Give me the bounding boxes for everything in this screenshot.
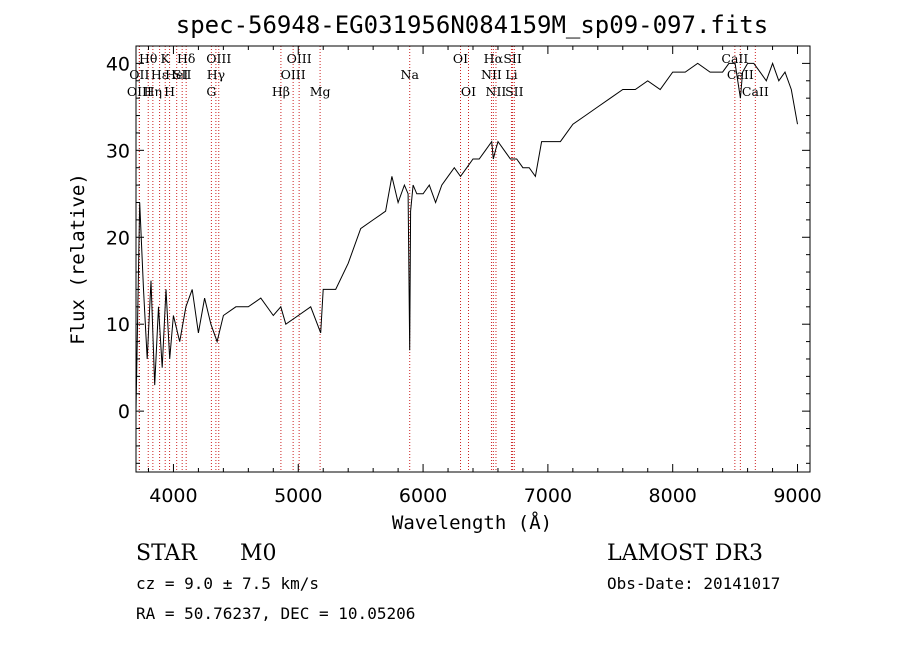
chart-title: spec-56948-EG031956N084159M_sp09-097.fit… — [176, 11, 768, 39]
emission-line-label: SII — [505, 84, 524, 99]
emission-line-label: Na — [401, 67, 420, 82]
emission-line-label: Hβ — [272, 84, 290, 99]
obs-date: Obs-Date: 20141017 — [607, 574, 780, 593]
x-tick-label: 6000 — [399, 485, 447, 507]
ra-dec: RA = 50.76237, DEC = 10.05206 — [136, 604, 415, 623]
emission-line-label: HeI — [165, 67, 188, 82]
emission-line-label: CaII — [721, 51, 748, 66]
emission-line-label: OIII — [127, 84, 152, 99]
y-axis-label: Flux (relative) — [67, 173, 89, 345]
x-tick-label: 5000 — [274, 485, 322, 507]
emission-line-label: OI — [453, 51, 468, 66]
emission-line-label: OIII — [287, 51, 312, 66]
x-tick-label: 8000 — [649, 485, 697, 507]
y-tick-label: 40 — [106, 53, 130, 75]
x-tick-label: 9000 — [773, 485, 821, 507]
emission-line-label: Hα — [484, 51, 504, 66]
y-tick-label: 0 — [118, 401, 130, 423]
x-tick-label: 7000 — [524, 485, 572, 507]
emission-line-label: Hη — [144, 84, 162, 99]
emission-line-label: K — [161, 51, 171, 66]
spectrum-series-line — [135, 61, 798, 412]
emission-line-label: CaII — [727, 67, 754, 82]
emission-line-label: G — [206, 84, 216, 99]
plot-frame — [135, 45, 811, 473]
axis-ticks — [136, 45, 810, 472]
x-axis-label: Wavelength (Å) — [392, 511, 552, 534]
y-tick-labels: 0 10 20 30 40 — [106, 53, 130, 423]
emission-line-label: SII — [173, 67, 192, 82]
emission-line-label: Mg — [310, 84, 331, 99]
emission-line-label: Hδ — [177, 51, 195, 66]
object-subclass: M0 — [240, 541, 277, 566]
x-tick-labels: 4000 5000 6000 7000 8000 9000 — [149, 485, 821, 507]
emission-line-label: CaII — [742, 84, 769, 99]
y-tick-label: 10 — [106, 314, 130, 336]
emission-line-label: Hε — [151, 67, 168, 82]
survey-name: LAMOST DR3 — [607, 541, 763, 566]
emission-line-label: OI — [461, 84, 476, 99]
emission-line-label: Hγ — [207, 67, 225, 82]
emission-line-label: SII — [503, 51, 522, 66]
emission-line-label: NII — [481, 67, 502, 82]
y-tick-label: 20 — [106, 227, 130, 249]
emission-line-label: H — [164, 84, 175, 99]
emission-line-label: OIII — [206, 51, 231, 66]
object-class: STAR — [136, 541, 198, 566]
emission-line-label: OII — [129, 67, 149, 82]
emission-line-label: Li — [505, 67, 517, 82]
x-tick-label: 4000 — [149, 485, 197, 507]
emission-line-label: Hθ — [139, 51, 157, 66]
emission-line-markers — [138, 46, 756, 472]
emission-line-label: OIII — [281, 67, 306, 82]
emission-line-label: NII — [486, 84, 507, 99]
redshift-cz: cz = 9.0 ± 7.5 km/s — [136, 574, 319, 593]
y-tick-label: 30 — [106, 140, 130, 162]
